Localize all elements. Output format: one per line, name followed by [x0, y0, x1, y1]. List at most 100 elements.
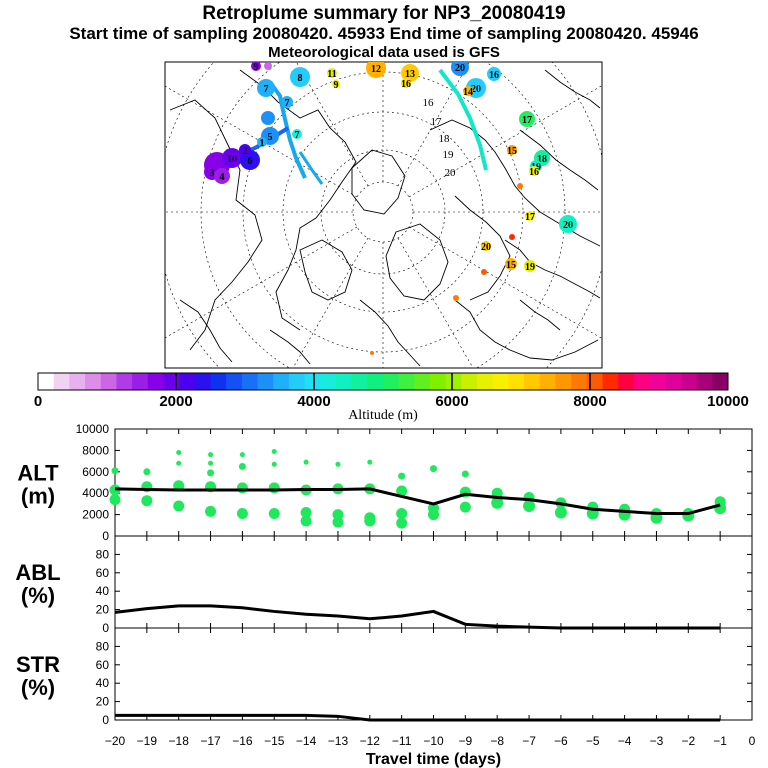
sampling-times: Start time of sampling 20080420. 45933 E… — [69, 24, 699, 43]
x-tick-label: −5 — [586, 734, 600, 748]
x-tick-label: −8 — [490, 734, 504, 748]
altitude-dot — [207, 469, 215, 477]
panel-label-unit: (m) — [21, 484, 55, 509]
mean-altitude-line — [114, 487, 721, 516]
altitude-dot — [141, 495, 153, 507]
meridian-line — [292, 237, 369, 368]
y-tick-label: 40 — [96, 676, 110, 690]
altitude-dot — [303, 459, 309, 465]
coastline — [519, 299, 561, 331]
x-tick-label: −4 — [618, 734, 632, 748]
meridian-line — [165, 226, 358, 339]
colorbar-segment — [649, 373, 666, 390]
meridian-line — [408, 85, 602, 198]
altitude-dot — [332, 516, 344, 528]
y-tick-label: 60 — [96, 566, 110, 580]
colorbar-segment — [555, 373, 572, 390]
altitude-dot — [239, 452, 245, 458]
colorbar-segment — [586, 373, 603, 390]
plume-dot-label: 16 — [529, 167, 539, 178]
y-tick-label: 0 — [102, 621, 109, 635]
colorbar-segment — [132, 373, 149, 390]
plume-dot — [332, 80, 340, 88]
y-tick-label: 20 — [96, 695, 110, 709]
plume-dot-label: 2 — [243, 146, 248, 157]
plume-dot-label: 4 — [220, 172, 225, 183]
colorbar-tick-label: 8000 — [573, 393, 606, 410]
plume-dot-label: 20 — [481, 242, 491, 253]
plume-dot-label: 8 — [298, 73, 303, 84]
altitude-dot — [271, 448, 277, 454]
map-frame — [164, 61, 603, 369]
altitude-dot — [335, 461, 341, 467]
plume-dot-label: 18 — [537, 154, 547, 165]
str-frame — [114, 627, 753, 721]
altitude-dot — [430, 465, 437, 473]
chart-title: Retroplume summary for NP3_20080419 — [202, 3, 566, 24]
coastline — [519, 129, 599, 191]
colorbar-segment — [320, 373, 337, 390]
colorbar-segment — [226, 373, 243, 390]
plume-dot-label: 20 — [471, 84, 481, 95]
plume-track — [298, 151, 324, 185]
colorbar-segment — [85, 373, 102, 390]
y-tick-label: 4000 — [82, 486, 109, 500]
plume-dot — [281, 96, 293, 108]
altitude-dot — [364, 515, 376, 527]
colorbar-tick-label: 10000 — [707, 393, 749, 410]
x-tick-label: −18 — [169, 734, 190, 748]
colorbar-segment — [335, 373, 353, 390]
x-tick-label: −6 — [554, 734, 568, 748]
y-tick-label: 0 — [102, 713, 109, 727]
colorbar-tick-label: 0 — [34, 393, 42, 410]
plume-dot-label: 16 — [489, 70, 499, 81]
colorbar-segment — [398, 373, 415, 390]
plume-dot-label: 15 — [507, 146, 517, 157]
plume-dot — [264, 62, 272, 70]
plume-dot-label: 1 — [260, 138, 265, 149]
meridian-line — [296, 62, 369, 187]
x-tick-label: −17 — [200, 734, 221, 748]
colorbar-segment — [461, 373, 478, 390]
plume-dot-label: 20 — [455, 63, 465, 74]
colorbar-segment — [539, 373, 556, 390]
altitude-dot — [238, 462, 246, 470]
colorbar-segment — [665, 373, 682, 390]
colorbar-segment — [116, 373, 133, 390]
colorbar-segment — [414, 373, 431, 390]
plume-dot — [453, 295, 459, 301]
colorbar-segment — [257, 373, 274, 390]
plume-dot-label: 15 — [506, 260, 516, 271]
plume-dot — [507, 145, 517, 155]
plume-dot-label: 7 — [295, 130, 300, 141]
y-tick-label: 6000 — [82, 465, 109, 479]
meridian-line — [408, 226, 602, 339]
plume-dot — [292, 129, 302, 139]
altitude-dot — [396, 485, 408, 497]
plume-dot-label: 20 — [563, 220, 573, 231]
altitude-dot — [176, 460, 182, 466]
x-tick-label: −3 — [650, 734, 664, 748]
plume-dot — [524, 260, 536, 272]
x-tick-label: −1 — [713, 734, 727, 748]
plume-dot — [529, 166, 539, 176]
y-tick-label: 0 — [102, 529, 109, 543]
plume-dot-label: 7 — [264, 84, 269, 95]
colorbar-tick-label: 2000 — [159, 393, 192, 410]
colorbar-segment — [524, 373, 541, 390]
plume-dot-label: 17 — [522, 115, 532, 126]
plume-dot-label: 14 — [463, 87, 473, 98]
plume-dot-label: 19 — [525, 262, 535, 273]
colorbar-segment — [367, 373, 384, 390]
plume-dot-label: 10 — [227, 154, 237, 165]
plume-track — [438, 68, 488, 171]
altitude-dot — [367, 459, 373, 465]
altitude-dot — [396, 517, 408, 529]
plume-dot — [401, 78, 411, 88]
coastline — [385, 223, 449, 301]
panel-label: ABL — [15, 560, 60, 585]
plume-dot — [509, 234, 515, 240]
y-tick-label: 80 — [96, 639, 110, 653]
colorbar-segment — [430, 373, 447, 390]
